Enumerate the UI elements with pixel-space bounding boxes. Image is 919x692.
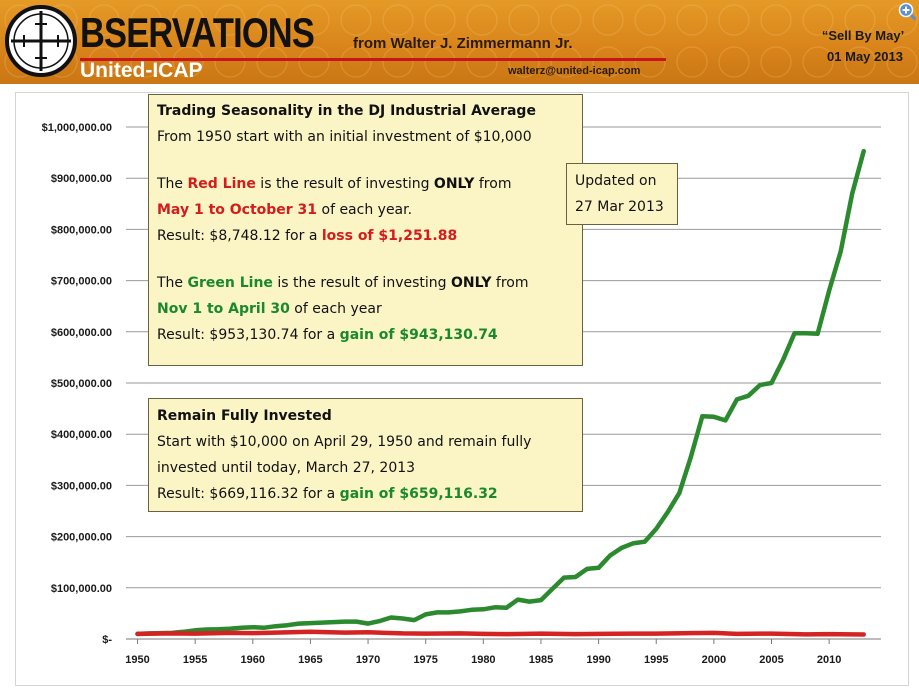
issue-date: 01 May 2013	[827, 49, 903, 64]
x-tick-label: 2010	[817, 654, 841, 666]
x-tick-label: 1970	[356, 654, 380, 666]
y-tick-label: $200,000.00	[51, 532, 112, 544]
red-line-description: The Red Line is the result of investing …	[157, 176, 512, 192]
seasonality-callout: Trading Seasonality in the DJ Industrial…	[148, 94, 583, 366]
invested-title: Remain Fully Invested	[157, 408, 332, 424]
y-tick-label: $400,000.00	[51, 429, 112, 441]
green-line-period: Nov 1 to April 30 of each year	[157, 301, 382, 317]
brand-title: BSERVATIONS	[80, 9, 315, 56]
red-line-result: Result: $8,748.12 for a loss of $1,251.8…	[157, 228, 458, 244]
author-line: from Walter J. Zimmermann Jr.	[353, 35, 573, 52]
x-tick-label: 1965	[298, 654, 322, 666]
fully-invested-callout: Remain Fully Invested Start with $10,000…	[148, 398, 583, 512]
author-email: walterz@united-icap.com	[508, 65, 641, 77]
x-tick-label: 1990	[586, 654, 610, 666]
red-line-label: Red Line	[187, 176, 256, 192]
y-tick-label: $1,000,000.00	[42, 122, 112, 134]
y-tick-label: $500,000.00	[51, 378, 112, 390]
y-tick-label: $300,000.00	[51, 480, 112, 492]
issue-tag: “Sell By May’	[821, 28, 905, 43]
red-line-loss: loss of $1,251.88	[321, 228, 458, 244]
red-series-line	[135, 629, 866, 637]
green-line-description: The Green Line is the result of investin…	[157, 275, 529, 291]
x-tick-label: 1975	[413, 654, 437, 666]
y-tick-label: $900,000.00	[51, 173, 112, 185]
banner-pattern	[0, 0, 919, 84]
x-tick-label: 1985	[529, 654, 553, 666]
brand-subtitle: United-ICAP	[80, 59, 203, 82]
crosshair-icon	[5, 5, 77, 77]
callout-intro: From 1950 start with an initial investme…	[157, 129, 532, 145]
green-line-label: Green Line	[187, 275, 273, 291]
invested-gain: gain of $659,116.32	[339, 486, 498, 502]
x-tick-label: 1950	[125, 654, 149, 666]
invested-result: Result: $669,116.32 for a gain of $659,1…	[157, 486, 498, 502]
x-tick-label: 2005	[759, 654, 783, 666]
zoom-in-icon[interactable]	[898, 2, 917, 21]
invested-line-2: invested until today, March 27, 2013	[157, 460, 416, 476]
green-line-gain: gain of $943,130.74	[339, 327, 498, 343]
header-banner: BSERVATIONS United-ICAP from Walter J. Z…	[0, 0, 919, 84]
callout-title: Trading Seasonality in the DJ Industrial…	[157, 103, 536, 119]
y-tick-label: $100,000.00	[51, 583, 112, 595]
updated-callout: Updated on 27 Mar 2013	[566, 163, 678, 225]
updated-date: 27 Mar 2013	[575, 199, 664, 215]
x-tick-label: 1955	[183, 654, 207, 666]
updated-label: Updated on	[575, 173, 657, 189]
series-layer	[135, 148, 866, 637]
y-tick-label: $800,000.00	[51, 224, 112, 236]
header-red-rule	[80, 58, 666, 61]
y-tick-label: $-	[102, 634, 112, 646]
y-tick-label: $600,000.00	[51, 327, 112, 339]
x-tick-label: 2000	[702, 654, 726, 666]
axis-layer: $- $100,000.00 $200,000.00 $300,000.00 $400,…	[42, 122, 881, 666]
red-line-period: May 1 to October 31 of each year.	[157, 202, 413, 218]
x-tick-label: 1980	[471, 654, 495, 666]
y-tick-label: $700,000.00	[51, 276, 112, 288]
green-series-line	[135, 148, 866, 637]
x-tick-label: 1960	[241, 654, 265, 666]
green-line-result: Result: $953,130.74 for a gain of $943,1…	[157, 327, 498, 343]
invested-line-1: Start with $10,000 on April 29, 1950 and…	[157, 434, 532, 450]
x-tick-label: 1995	[644, 654, 668, 666]
